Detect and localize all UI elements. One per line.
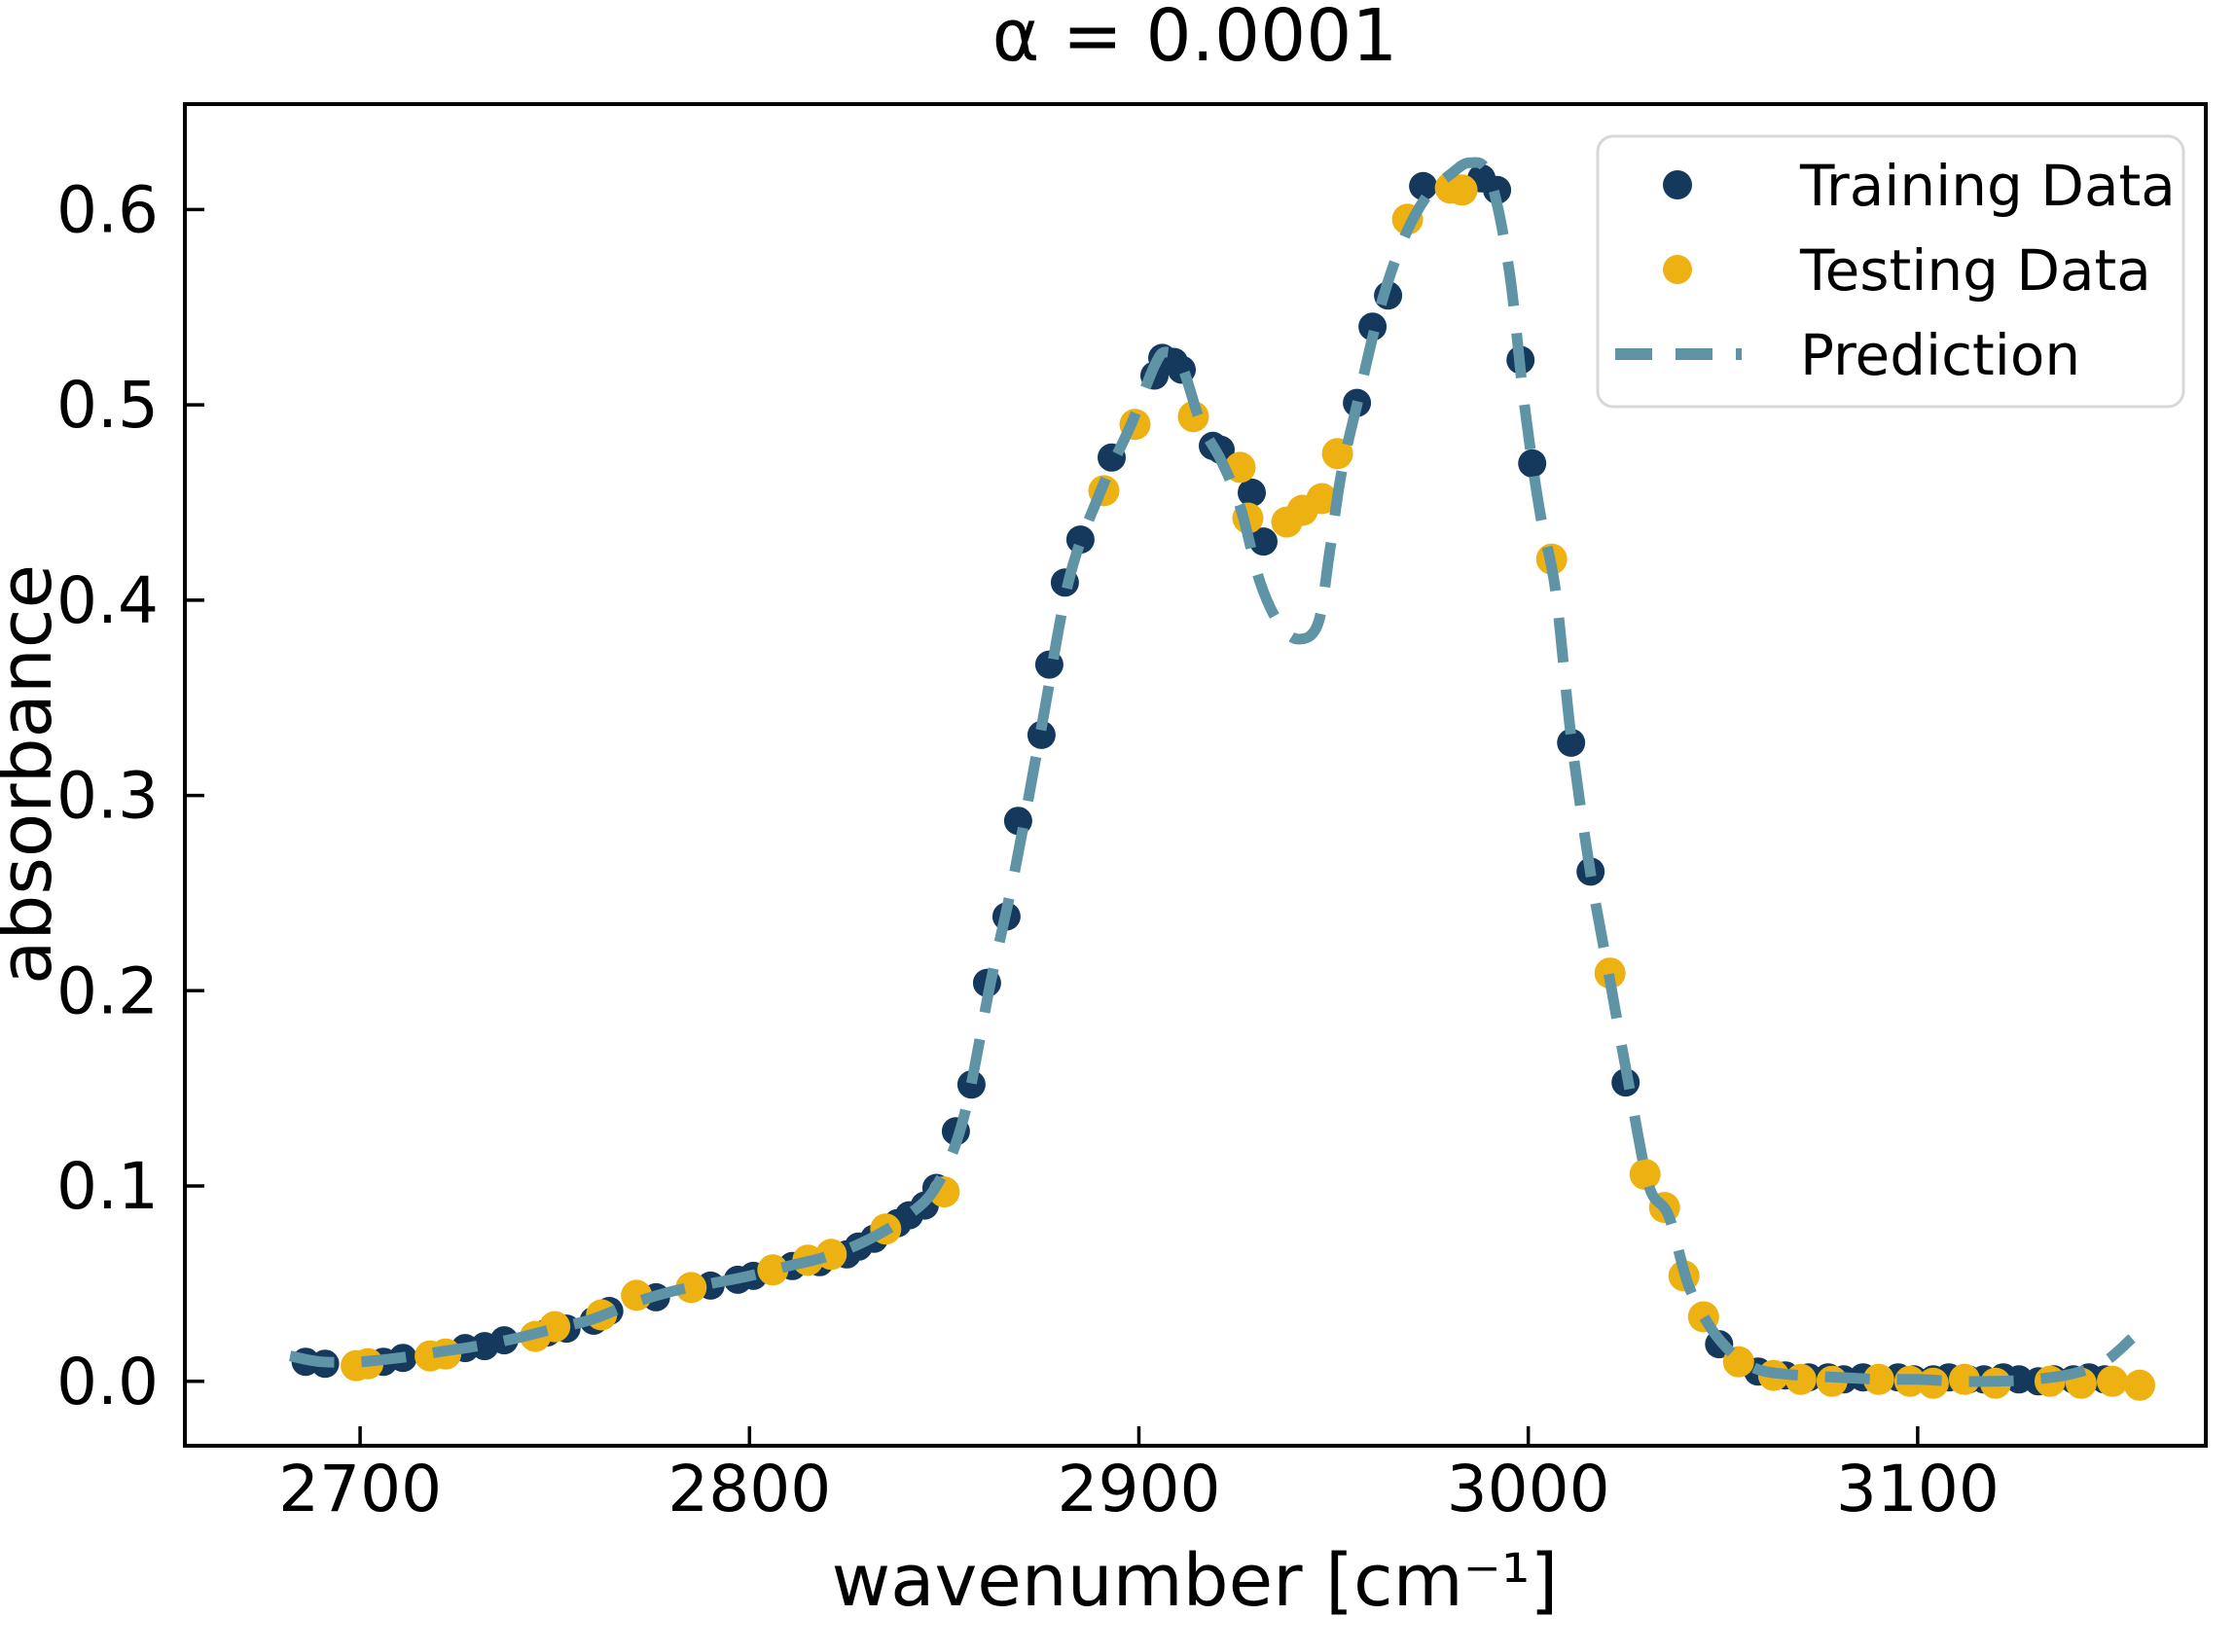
testing-point (1446, 174, 1478, 206)
y-tick-label: 0.2 (56, 953, 159, 1028)
y-axis-label: absorbance (0, 564, 68, 985)
y-tick-label: 0.4 (56, 563, 159, 638)
testing-point (1629, 1159, 1661, 1190)
training-point (1027, 720, 1056, 749)
legend-marker-training (1663, 170, 1692, 199)
legend-box (1596, 134, 2185, 409)
training-point (1003, 807, 1032, 836)
legend-marker-testing (1663, 255, 1692, 284)
x-tick-label: 3000 (1447, 1452, 1610, 1526)
chart-title: α = 0.0001 (992, 0, 1398, 78)
legend-label-prediction: Prediction (1800, 322, 2080, 388)
testing-point (2097, 1365, 2128, 1397)
x-tick-label: 2900 (1057, 1452, 1220, 1526)
y-tick-label: 0.1 (56, 1149, 159, 1224)
y-tick-label: 0.3 (56, 759, 159, 834)
training-point (1409, 171, 1438, 200)
testing-point (1862, 1363, 1894, 1395)
training-point (1358, 312, 1388, 341)
x-tick-label: 2700 (278, 1452, 442, 1526)
training-point (1249, 527, 1278, 557)
training-point (1557, 728, 1586, 757)
testing-point (757, 1254, 789, 1286)
testing-point (2124, 1369, 2155, 1401)
y-tick-label: 0.0 (56, 1345, 159, 1419)
testing-point (1594, 957, 1626, 989)
legend-label-training: Training Data (1799, 153, 2176, 219)
training-point (956, 1070, 986, 1099)
testing-point (1321, 438, 1353, 470)
testing-point (1948, 1363, 1980, 1395)
testing-point (675, 1272, 707, 1304)
training-point (1518, 449, 1547, 478)
legend-label-testing: Testing Data (1799, 237, 2151, 304)
x-tick-label: 3100 (1836, 1452, 2000, 1526)
axes-frame: 2700 2800 2900 3000 3100 0.0 0.1 0.2 0.3 0.4 0.5 0.… (56, 102, 2208, 1526)
x-tick-label: 2800 (667, 1452, 831, 1526)
y-tick-label: 0.6 (56, 172, 159, 247)
prediction-line (288, 157, 2136, 1387)
plot-area (288, 157, 2155, 1401)
training-point (1238, 478, 1266, 507)
x-axis-label: wavenumber [cm⁻¹] (832, 1539, 1559, 1623)
legend: Training Data Testing Data Prediction (1596, 134, 2185, 409)
y-tick-label: 0.5 (56, 368, 159, 443)
axes-spines (183, 102, 2208, 1448)
testing-point (1306, 483, 1338, 515)
